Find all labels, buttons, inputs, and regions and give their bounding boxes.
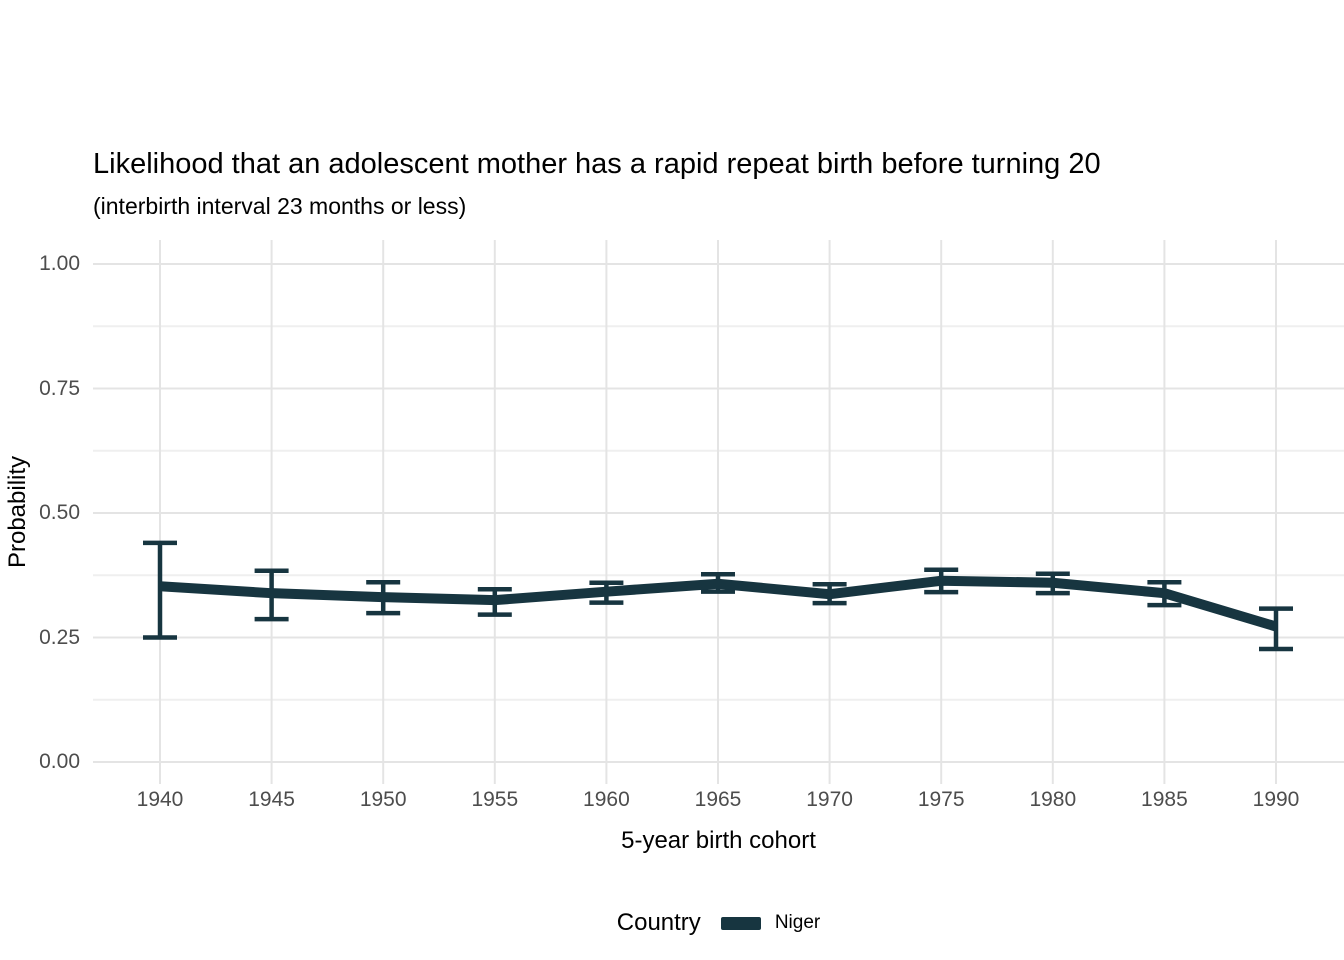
x-tick-label-1950: 1950 (359, 788, 407, 811)
legend-swatch-niger (720, 916, 761, 930)
x-tick-label-1965: 1965 (694, 788, 742, 811)
x-tick-label-1945: 1945 (248, 788, 295, 811)
legend-title: Country (616, 909, 701, 936)
legend-label-niger: Niger (774, 912, 821, 933)
y-tick-label-1.00: 1.00 (39, 252, 80, 275)
plot-area-svg (93, 240, 1344, 784)
y-tick-label-0.00: 0.00 (39, 750, 80, 773)
x-tick-label-1990: 1990 (1252, 788, 1300, 811)
chart-subtitle: (interbirth interval 23 months or less) (93, 193, 467, 219)
legend: Country Niger (93, 903, 1344, 943)
x-tick-label-1970: 1970 (806, 788, 853, 811)
x-tick-label-1955: 1955 (471, 788, 519, 811)
chart-title: Likelihood that an adolescent mother has… (93, 148, 1101, 180)
y-tick-label-0.75: 0.75 (39, 376, 80, 400)
plot-panel (93, 240, 1344, 784)
error-bar-1990 (1259, 606, 1293, 652)
x-tick-label-1980: 1980 (1029, 788, 1077, 811)
niger-line (159, 575, 1278, 632)
y-tick-label-0.50: 0.50 (39, 501, 80, 524)
y-tick-label-0.25: 0.25 (39, 625, 80, 649)
x-tick-label-1975: 1975 (917, 788, 965, 811)
x-axis-title: 5-year birth cohort (621, 827, 816, 854)
x-tick-label-1985: 1985 (1141, 788, 1188, 811)
x-tick-label-1960: 1960 (583, 788, 630, 811)
x-tick-label-1940: 1940 (136, 788, 184, 811)
